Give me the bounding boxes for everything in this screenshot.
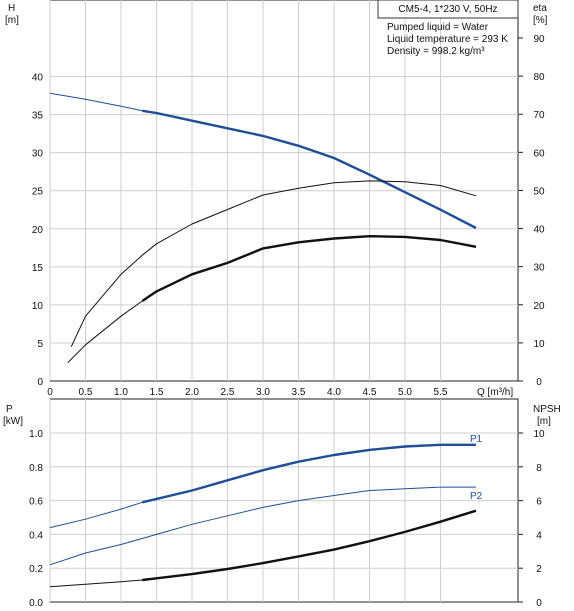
top-y-right-title: eta	[533, 3, 547, 14]
top-y-tick-label: 25	[32, 187, 44, 198]
info-line-temperature: Liquid temperature = 293 K	[387, 34, 508, 45]
bottom-y-left-title: P	[6, 404, 13, 415]
top-y-tick-label: 15	[32, 263, 44, 274]
top-x-tick-label: 0	[47, 387, 53, 398]
bottom-series-0-duty-range	[142, 443, 476, 504]
bottom-y2-tick-label: 2	[536, 564, 542, 575]
top-y-tick-label: 40	[32, 73, 44, 84]
bottom-y-tick-label: 1.0	[29, 429, 43, 440]
top-x-tick-label: 5.0	[398, 387, 412, 398]
top-x-tick-label: 2.5	[221, 387, 235, 398]
top-x-tick-label: 1.5	[150, 387, 164, 398]
top-y-tick-label: 10	[32, 301, 44, 312]
top-series-2-duty-range	[141, 235, 477, 302]
top-y2-tick-label: 60	[533, 148, 545, 159]
top-series-0-duty-range	[142, 109, 477, 230]
bottom-y-tick-label: 0.8	[29, 463, 43, 474]
top-y2-tick-label: 90	[533, 34, 545, 45]
info-box: CM5-4, 1*230 V, 50Hz Pumped liquid = Wat…	[377, 0, 519, 57]
series-label-p2: P2	[470, 491, 483, 502]
bottom-y2-tick-label: 8	[536, 463, 542, 474]
top-x-tick-label: 4.0	[327, 387, 341, 398]
top-y-tick-label: 0	[37, 377, 43, 388]
info-line-density: Density = 998.2 kg/m³	[387, 46, 485, 57]
bottom-y2-tick-label: 10	[533, 429, 545, 440]
bottom-y-tick-label: 0.6	[29, 497, 43, 508]
top-y-left-unit: [m]	[5, 15, 19, 26]
info-line-liquid: Pumped liquid = Water	[387, 22, 489, 33]
bottom-y2-tick-label: 0	[536, 598, 542, 609]
bottom-y-tick-label: 0.4	[29, 530, 43, 541]
bottom-y-right-title: NPSH	[533, 404, 561, 415]
top-series-1-line	[70, 180, 477, 347]
bottom-y-right-unit: [m]	[537, 416, 551, 427]
bottom-y-tick-label: 0.0	[29, 598, 43, 609]
top-y-tick-label: 20	[32, 225, 44, 236]
bottom-y-left-unit: [kW]	[3, 416, 23, 427]
bottom-series-2-duty-range	[142, 509, 477, 582]
bottom-y2-tick-label: 6	[536, 497, 542, 508]
top-x-tick-label: 0.5	[79, 387, 93, 398]
top-x-tick-label: 1.0	[114, 387, 128, 398]
top-y2-tick-label: 30	[533, 263, 545, 274]
bottom-y-tick-label: 0.2	[29, 564, 43, 575]
top-x-title: Q [m³/h]	[477, 387, 513, 398]
top-y2-tick-label: 0	[536, 377, 542, 388]
pump-label: CM5-4, 1*230 V, 50Hz	[398, 4, 497, 15]
top-y2-tick-label: 50	[533, 186, 545, 197]
top-y-tick-label: 5	[37, 339, 43, 350]
top-y2-tick-label: 20	[533, 301, 545, 312]
top-x-tick-label: 2.0	[185, 387, 199, 398]
top-x-tick-label: 5.5	[434, 387, 448, 398]
top-x-tick-label: 3.0	[256, 387, 270, 398]
top-y2-tick-label: 10	[533, 339, 545, 350]
top-y-tick-label: 35	[32, 111, 44, 122]
pump-label-box	[377, 0, 519, 19]
top-y2-tick-label: 40	[533, 225, 545, 236]
top-y-right-unit: [%]	[533, 15, 548, 26]
top-y-left-title: H	[8, 3, 15, 14]
plot-layer: 0 0.5 1.0 1.5 2.0 2.5 3.0 3.5 4.0 4.5 5.0 5.5 0 5 10 15…	[29, 0, 545, 609]
top-x-tick-label: 3.5	[292, 387, 306, 398]
bottom-y2-tick-label: 4	[536, 530, 542, 541]
top-y-tick-label: 30	[32, 149, 44, 160]
top-y2-tick-label: 70	[533, 110, 545, 121]
series-label-p1: P1	[470, 434, 483, 445]
bottom-series-1-line	[49, 486, 476, 566]
top-x-tick-label: 4.5	[363, 387, 377, 398]
top-y2-tick-label: 80	[533, 72, 545, 83]
